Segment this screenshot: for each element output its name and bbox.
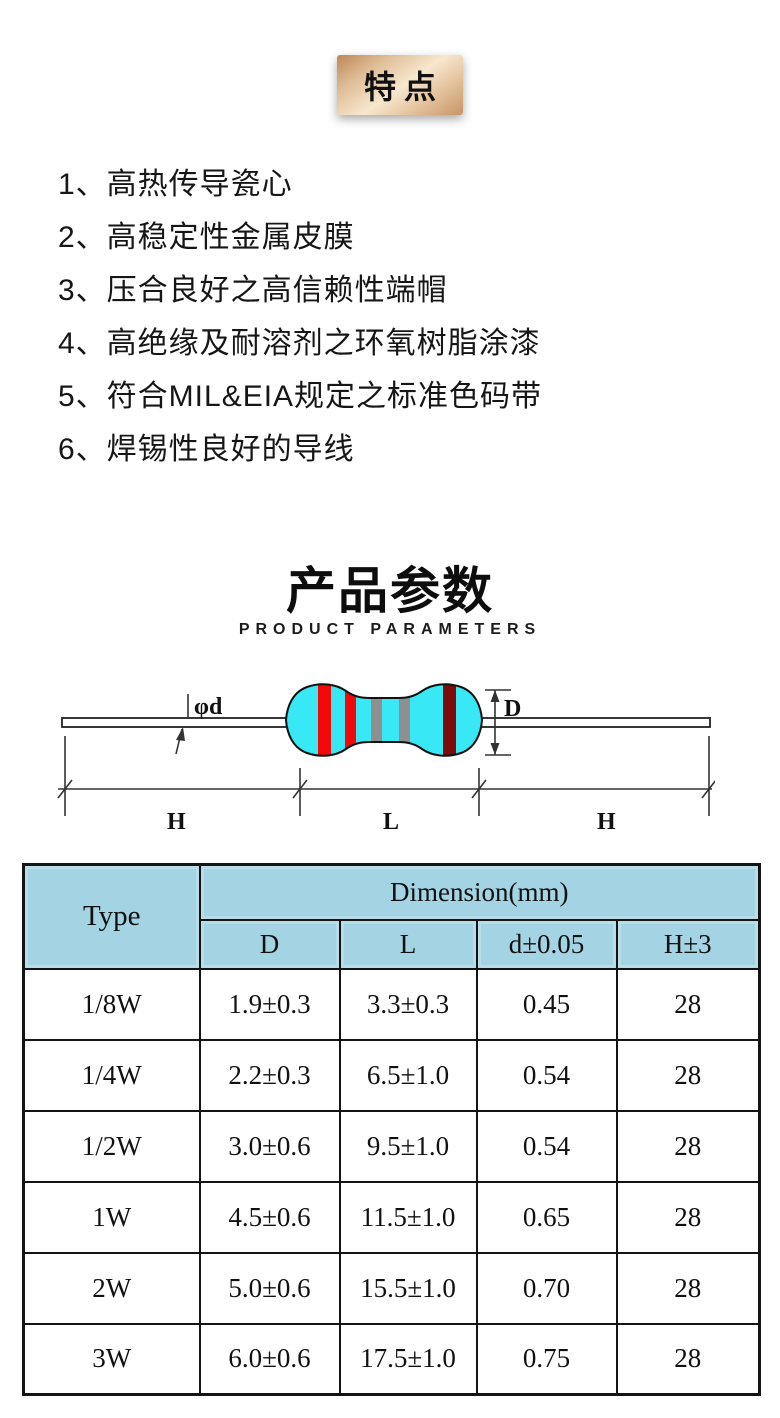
col-header-d: D — [198, 918, 341, 970]
features-badge: 特点 — [337, 55, 463, 115]
cell-type: 1/8W — [22, 967, 201, 1041]
cell-type: 3W — [22, 1322, 201, 1396]
col-header-d-small: d±0.05 — [475, 918, 618, 970]
cell-h: 28 — [615, 967, 761, 1041]
color-band-1 — [318, 684, 331, 756]
cell-d: 5.0±0.6 — [198, 1251, 341, 1325]
cell-l: 15.5±1.0 — [338, 1251, 478, 1325]
cell-l: 6.5±1.0 — [338, 1038, 478, 1112]
cell-d: 3.0±0.6 — [198, 1109, 341, 1183]
feature-item-2: 2、高稳定性金属皮膜 — [58, 221, 355, 254]
cell-l: 3.3±0.3 — [338, 967, 478, 1041]
table-row: 3W 6.0±0.6 17.5±1.0 0.75 28 — [22, 1322, 761, 1396]
table-row: 1W 4.5±0.6 11.5±1.0 0.65 28 — [22, 1180, 761, 1254]
cell-d: 4.5±0.6 — [198, 1180, 341, 1254]
body-diameter-annotation: D — [485, 689, 521, 756]
cell-d: 6.0±0.6 — [198, 1322, 341, 1396]
cell-d-small: 0.54 — [475, 1038, 618, 1112]
color-band-5 — [443, 684, 456, 756]
cell-d-small: 0.45 — [475, 967, 618, 1041]
lead-length-left-label: H — [167, 809, 186, 835]
feature-item-1: 1、高热传导瓷心 — [58, 168, 293, 201]
cell-h: 28 — [615, 1322, 761, 1396]
cell-l: 11.5±1.0 — [338, 1180, 478, 1254]
col-header-type: Type — [22, 863, 201, 970]
body-length-label: L — [383, 809, 399, 835]
lead-diameter-label: φd — [194, 694, 223, 720]
lead-diameter-annotation: φd — [175, 694, 223, 755]
color-band-3 — [371, 684, 382, 756]
cell-l: 17.5±1.0 — [338, 1322, 478, 1396]
cell-d-small: 0.65 — [475, 1180, 618, 1254]
table-row: 1/8W 1.9±0.3 3.3±0.3 0.45 28 — [22, 967, 761, 1041]
table-row: 2W 5.0±0.6 15.5±1.0 0.70 28 — [22, 1251, 761, 1325]
color-band-2 — [345, 684, 356, 756]
cell-d-small: 0.54 — [475, 1109, 618, 1183]
col-header-dimension-group: Dimension(mm) — [198, 863, 761, 921]
feature-item-6: 6、焊锡性良好的导线 — [58, 433, 355, 466]
col-header-h: H±3 — [615, 918, 761, 970]
lead-length-right-label: H — [597, 809, 616, 835]
section-title: 产品参数 — [286, 563, 494, 619]
table-row: 1/2W 3.0±0.6 9.5±1.0 0.54 28 — [22, 1109, 761, 1183]
cell-type: 1W — [22, 1180, 201, 1254]
section-subtitle: PRODUCT PARAMETERS — [238, 621, 542, 638]
cell-h: 28 — [615, 1038, 761, 1112]
feature-item-5: 5、符合MIL&EIA规定之标准色码带 — [58, 380, 543, 413]
cell-l: 9.5±1.0 — [338, 1109, 478, 1183]
body-diameter-label: D — [504, 696, 521, 722]
cell-type: 2W — [22, 1251, 201, 1325]
cell-d: 1.9±0.3 — [198, 967, 341, 1041]
cell-h: 28 — [615, 1251, 761, 1325]
table-header-row-1: Type Dimension(mm) — [22, 863, 761, 970]
table-row: 1/4W 2.2±0.3 6.5±1.0 0.54 28 — [22, 1038, 761, 1112]
cell-h: 28 — [615, 1109, 761, 1183]
resistor-dimension-diagram: φd D H L H — [57, 683, 715, 835]
feature-item-4: 4、高绝缘及耐溶剂之环氧树脂涂漆 — [58, 327, 541, 360]
cell-type: 1/2W — [22, 1109, 201, 1183]
resistor-body — [284, 683, 484, 757]
feature-item-3: 3、压合良好之高信赖性端帽 — [58, 274, 448, 307]
cell-type: 1/4W — [22, 1038, 201, 1112]
cell-d: 2.2±0.3 — [198, 1038, 341, 1112]
dimension-spec-table: Type Dimension(mm) D L d±0.05 H±3 1/8W 1… — [22, 863, 762, 1396]
features-badge-label: 特点 — [363, 69, 444, 105]
cell-h: 28 — [615, 1180, 761, 1254]
feature-list: 1、高热传导瓷心 2、高稳定性金属皮膜 3、压合良好之高信赖性端帽 4、高绝缘及… — [58, 158, 748, 476]
color-band-4 — [399, 684, 410, 756]
cell-d-small: 0.75 — [475, 1322, 618, 1396]
col-header-l: L — [338, 918, 478, 970]
table-header-row-2: D L d±0.05 H±3 — [24, 918, 761, 970]
length-dimension-line: H L H — [57, 736, 715, 835]
cell-d-small: 0.70 — [475, 1251, 618, 1325]
